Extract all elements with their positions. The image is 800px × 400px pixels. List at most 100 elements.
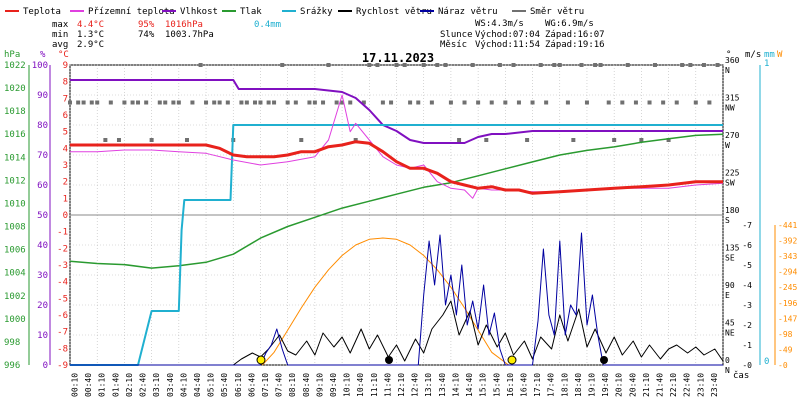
direction-label: N [725, 366, 730, 375]
stat-label-avg: avg [52, 40, 68, 50]
time-tick: 20:40 [628, 373, 637, 397]
wind-direction-point [116, 138, 121, 142]
wind-direction-point [204, 100, 209, 105]
wind-tick: -3 [742, 301, 752, 310]
pressure-tick: 998 [4, 338, 20, 348]
wind-direction-point [361, 100, 366, 105]
time-tick: 18:10 [560, 373, 569, 397]
time-tick: 13:40 [438, 373, 447, 397]
wind-direction-point [416, 100, 421, 105]
wind-direction-point [598, 63, 603, 67]
moonset-marker [600, 356, 608, 364]
time-tick: 12:10 [397, 373, 406, 397]
wind-direction-point [176, 100, 181, 105]
direction-tick: 135 [725, 244, 740, 253]
legend-label-3: Tlak [240, 7, 262, 17]
direction-tick: 315 [725, 94, 740, 103]
direction-label: SW [725, 179, 735, 188]
wind-direction-point [380, 100, 385, 105]
legend-label-0: Teplota [23, 7, 61, 17]
stat-sunset: Západ:16:07 [545, 30, 605, 40]
time-tick: 03:40 [166, 373, 175, 397]
sun-tick: -49 [778, 345, 793, 354]
grid [69, 64, 724, 366]
wind-direction-point [163, 100, 168, 105]
pressure-tick: 1022 [4, 61, 26, 71]
wind-direction-point [538, 63, 543, 67]
pressure-unit: hPa [4, 50, 20, 60]
wind-direction-point [408, 100, 413, 105]
time-tick: 03:10 [152, 373, 161, 397]
wind-direction-point [544, 100, 549, 105]
direction-label: NW [725, 104, 735, 113]
wind-direction-point [348, 100, 353, 105]
wind-direction-point [701, 63, 706, 67]
wind-direction-point [625, 63, 630, 67]
time-tick: 11:10 [370, 373, 379, 397]
humidity-tick: 20 [37, 301, 48, 311]
wind-direction-point [76, 100, 81, 105]
wind-direction-point [511, 63, 516, 67]
temperature-tick: -9 [57, 361, 68, 371]
wind-direction-point [652, 63, 657, 67]
wind-direction-point [429, 100, 434, 105]
wind-direction-point [340, 100, 345, 105]
time-tick: 02:40 [139, 373, 148, 397]
wind-direction-point [272, 100, 277, 105]
wind-direction-point [212, 100, 217, 105]
wind-speed-line [70, 300, 724, 366]
wind-direction-point [402, 63, 407, 67]
wind-direction-point [293, 100, 298, 105]
temperature-tick: -8 [57, 344, 68, 354]
sun-unit-symbol: W [777, 50, 783, 60]
time-tick: 22:40 [683, 373, 692, 397]
wind-direction-point [253, 100, 258, 105]
time-tick: 01:40 [111, 373, 120, 397]
wind-direction-point [375, 63, 380, 67]
time-axis: 00:10 00:40 01:10 01:40 02:10 02:40 03:10 03:40… [71, 373, 719, 397]
sun-elevation-line [262, 237, 509, 366]
wind-direction-point [606, 100, 611, 105]
time-tick: 19:10 [587, 373, 596, 397]
wind-direction-point [421, 63, 426, 67]
wind-direction-point [225, 100, 230, 105]
direction-label: S [725, 216, 730, 225]
pressure-tick: 1018 [4, 107, 26, 117]
time-tick: 14:40 [465, 373, 474, 397]
time-tick: 17:40 [547, 373, 556, 397]
temperature-tick: 7 [63, 94, 68, 104]
time-tick: 18:40 [574, 373, 583, 397]
legend: Teplota Přízemní teplota Vlhkost Tlak Srážky… [5, 7, 584, 17]
wind-direction-point [144, 100, 149, 105]
wind-direction-point [266, 100, 271, 105]
wind-direction-point [136, 100, 141, 105]
time-tick: 10:10 [343, 373, 352, 397]
stat-humidity-min: 74% [138, 30, 155, 40]
left-axes: 1022102010181016101410121010100810061004… [4, 61, 68, 371]
wind-direction-point [299, 138, 304, 142]
wind-direction-point [516, 100, 521, 105]
temperature-tick: 1 [63, 194, 68, 204]
temperature-tick: -6 [57, 311, 68, 321]
time-tick: 12:40 [411, 373, 420, 397]
sun-tick: -196 [778, 299, 797, 308]
wind-direction-point [367, 63, 372, 67]
wind-direction-point [448, 100, 453, 105]
time-tick: 15:40 [492, 373, 501, 397]
time-tick: 08:10 [288, 373, 297, 397]
stat-pressure-min: 1003.7hPa [165, 30, 214, 40]
wind-direction-point [157, 100, 162, 105]
wind-direction-point [476, 100, 481, 105]
time-tick: 07:40 [275, 373, 284, 397]
time-tick: 15:10 [479, 373, 488, 397]
wind-direction-point [661, 100, 666, 105]
wind-direction-point [674, 100, 679, 105]
wind-unit: m/s [745, 50, 761, 60]
time-axis-label: čas [733, 370, 749, 381]
wind-direction-point [612, 138, 617, 142]
humidity-tick: 90 [37, 91, 48, 101]
wind-direction-point [639, 138, 644, 142]
wind-tick: -7 [742, 221, 752, 230]
wind-direction-point [497, 63, 502, 67]
